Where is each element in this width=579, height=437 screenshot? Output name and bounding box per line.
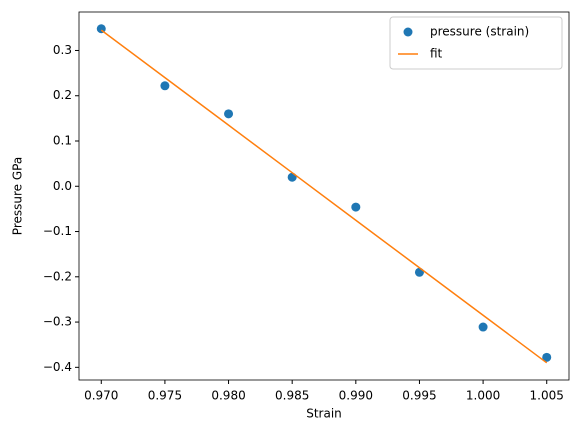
- x-axis-label: Strain: [306, 407, 342, 421]
- fit-line: [100, 29, 548, 364]
- x-tick-label: 0.985: [275, 389, 309, 403]
- y-tick-label: −0.3: [43, 315, 72, 329]
- x-tick-label: 0.995: [402, 389, 436, 403]
- x-tick-label: 1.000: [466, 389, 500, 403]
- data-point: [224, 109, 234, 119]
- y-tick-label: −0.4: [43, 360, 72, 374]
- y-tick-label: 0.3: [53, 43, 72, 57]
- data-point: [542, 352, 552, 362]
- y-axis-label: Pressure GPa: [11, 157, 25, 235]
- x-tick-label: 0.975: [148, 389, 182, 403]
- y-tick-label: 0.0: [53, 179, 72, 193]
- x-tick-label: 0.990: [339, 389, 373, 403]
- data-point: [414, 267, 424, 277]
- legend-marker: [403, 27, 413, 37]
- x-tick-label: 0.980: [211, 389, 245, 403]
- x-tick-label: 0.970: [84, 389, 118, 403]
- legend-label: pressure (strain): [430, 25, 529, 39]
- data-point: [478, 322, 488, 332]
- legend-label: fit: [430, 47, 443, 61]
- data-point: [351, 202, 361, 212]
- y-tick-label: −0.1: [43, 224, 72, 238]
- y-tick-label: −0.2: [43, 269, 72, 283]
- x-tick-label: 1.005: [530, 389, 564, 403]
- plot-frame: [78, 11, 570, 381]
- y-tick-label: 0.2: [53, 88, 72, 102]
- data-point: [160, 81, 170, 91]
- data-point: [287, 172, 297, 182]
- y-tick-label: 0.1: [53, 134, 72, 148]
- legend-box: [389, 16, 563, 70]
